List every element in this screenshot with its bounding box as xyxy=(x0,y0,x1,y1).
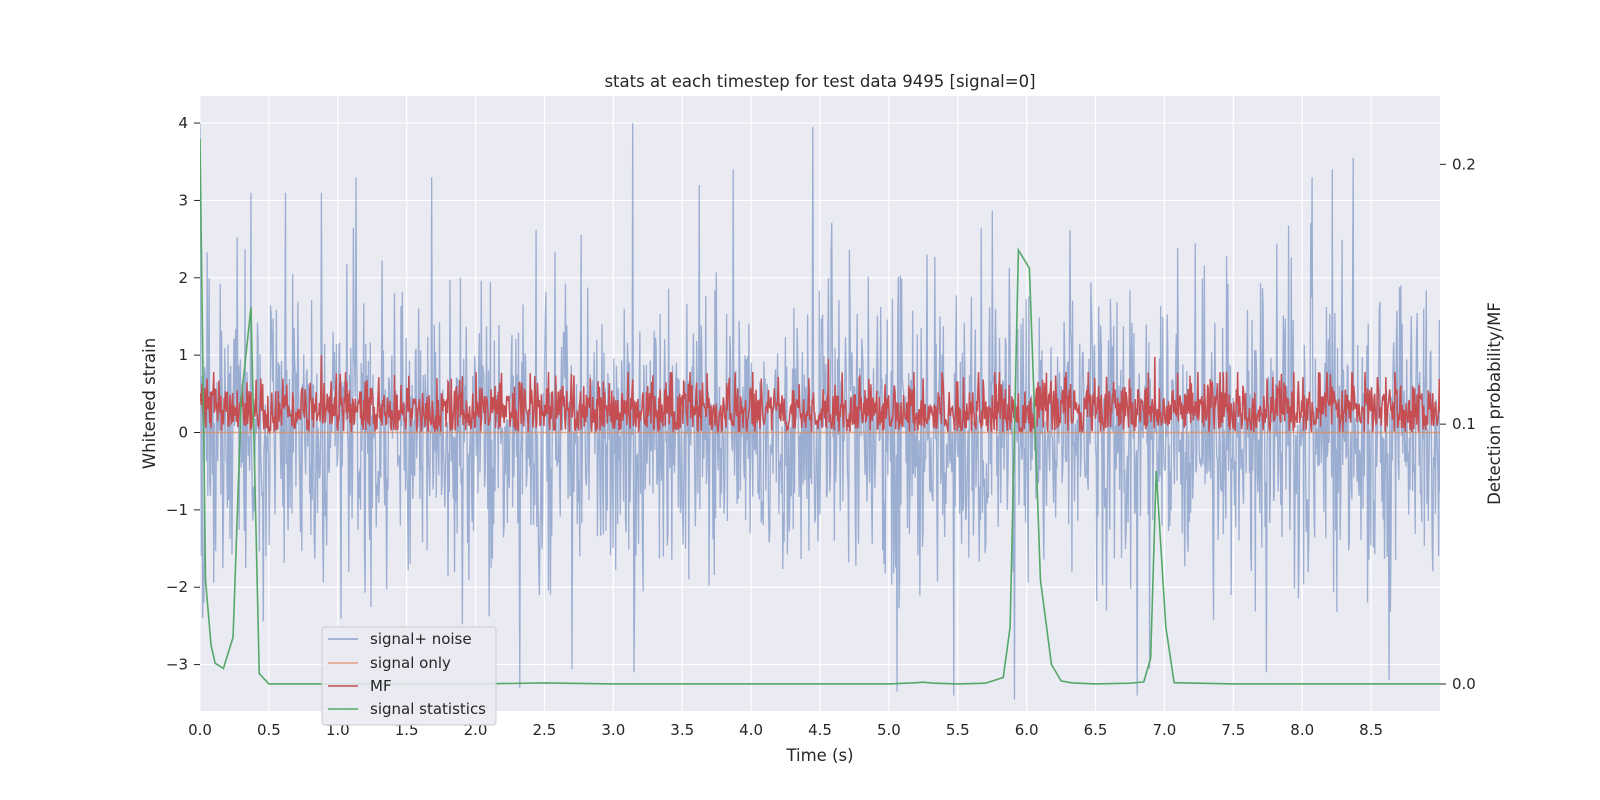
legend-label-signal-noise: signal+ noise xyxy=(370,630,472,648)
y-tick-label: 1 xyxy=(178,346,188,364)
x-tick-label: 0.0 xyxy=(188,721,212,739)
x-axis-label: Time (s) xyxy=(785,746,853,765)
series-mf-line xyxy=(200,355,1440,435)
y-tick-label: 0 xyxy=(178,424,188,442)
x-tick-label: 4.5 xyxy=(808,721,832,739)
x-tick-label: 6.5 xyxy=(1084,721,1108,739)
chart-title: stats at each timestep for test data 949… xyxy=(604,72,1035,91)
y-tick-label: −3 xyxy=(166,656,188,674)
x-tick-label: 5.5 xyxy=(946,721,970,739)
x-tick-label: 6.0 xyxy=(1015,721,1039,739)
y-axis-right-label: Detection probability/MF xyxy=(1485,302,1504,505)
y-tick-label: 3 xyxy=(178,191,188,209)
y-tick-label: 4 xyxy=(178,114,188,132)
x-tick-label: 8.5 xyxy=(1359,721,1383,739)
y-right-tick-label: 0.1 xyxy=(1452,415,1476,433)
y-right-tick-label: 0.2 xyxy=(1452,155,1476,173)
y-right-tick-label: 0.0 xyxy=(1452,675,1476,693)
y-axis-label: Whitened strain xyxy=(140,338,159,469)
x-tick-label: 3.5 xyxy=(670,721,694,739)
y-axis-right-ticks: 0.2 0.1 0.0 xyxy=(1440,155,1476,693)
y-tick-label: −1 xyxy=(166,501,188,519)
x-tick-label: 3.0 xyxy=(601,721,625,739)
y-tick-label: 2 xyxy=(178,269,188,287)
x-axis-ticks: 0.0 0.5 1.0 1.5 2.0 2.5 3.0 3.5 4.0 4.5 5.0 5.5 6.0 6… xyxy=(188,721,1383,739)
legend: signal+ noise signal only MF signal stat… xyxy=(321,626,497,726)
x-tick-label: 8.0 xyxy=(1290,721,1314,739)
legend-label-signal-only: signal only xyxy=(370,654,451,672)
x-tick-label: 5.0 xyxy=(877,721,901,739)
legend-label-mf: MF xyxy=(370,677,392,695)
x-tick-label: 2.5 xyxy=(533,721,557,739)
y-tick-label: −2 xyxy=(166,578,188,596)
legend-label-signal-statistics: signal statistics xyxy=(370,700,486,718)
x-tick-label: 7.0 xyxy=(1153,721,1177,739)
x-tick-label: 7.5 xyxy=(1221,721,1245,739)
x-tick-label: 4.0 xyxy=(739,721,763,739)
legend-box xyxy=(321,626,497,726)
x-tick-label: 0.5 xyxy=(257,721,281,739)
y-axis-ticks: 4 3 2 1 0 −1 −2 −3 xyxy=(166,114,200,674)
series-signal-statistics-line xyxy=(200,138,1440,685)
